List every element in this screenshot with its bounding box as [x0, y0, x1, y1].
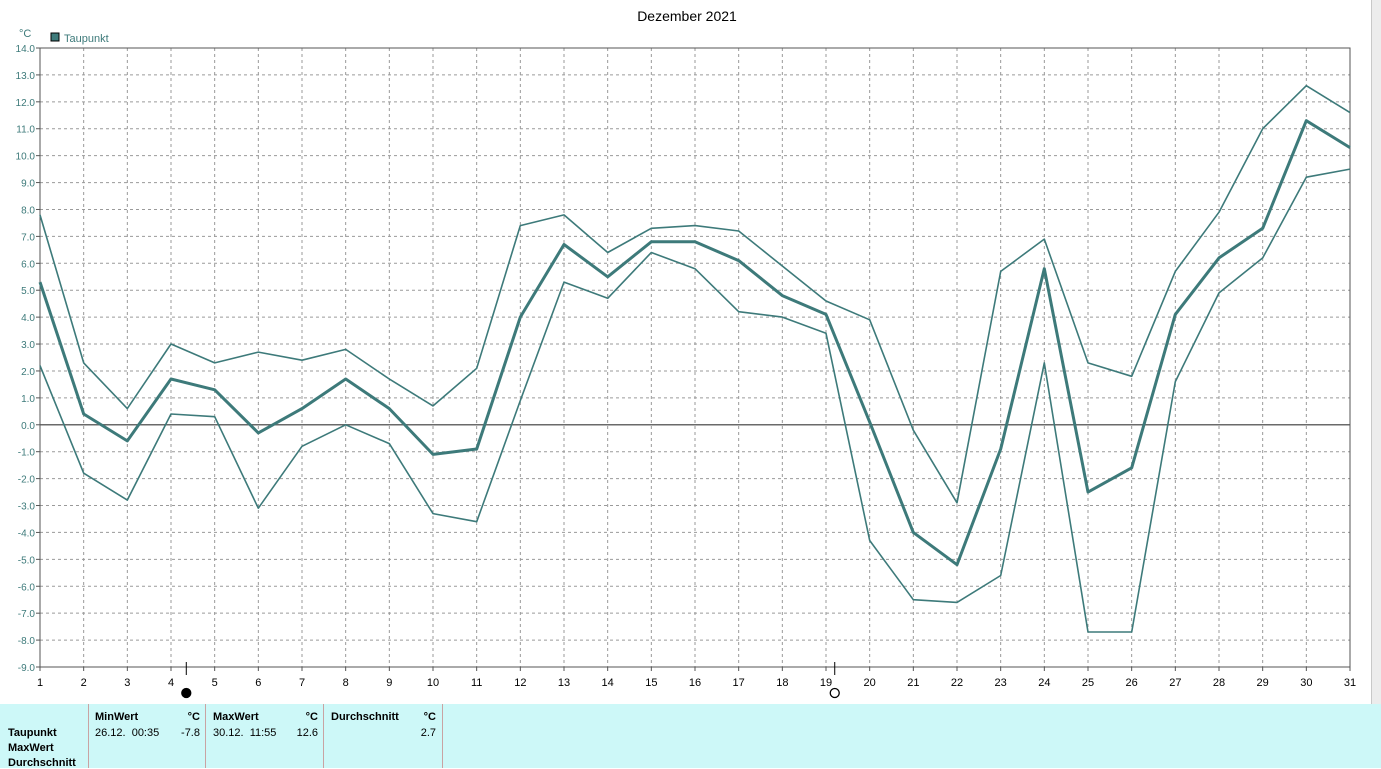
- x-tick-label: 20: [864, 677, 876, 689]
- x-tick-label: 17: [733, 677, 745, 689]
- y-tick-label: 12.0: [16, 98, 36, 109]
- stats-unit-maxwert: °C: [305, 711, 318, 723]
- x-tick-label: 3: [124, 677, 130, 689]
- dew-point-chart: Dezember 2021 °C Taupunkt -9.0 -8.0 -7.0 -6…: [16, 8, 1356, 699]
- y-tick-label: 1.0: [21, 394, 35, 405]
- x-tick-label: 18: [776, 677, 788, 689]
- y-tick-label: 9.0: [21, 179, 35, 190]
- stats-value-durchschnitt: 2.7: [420, 727, 436, 739]
- y-tick-label: 3.0: [21, 340, 35, 351]
- x-tick-label: 4: [168, 677, 174, 689]
- x-tick-label: 31: [1344, 677, 1356, 689]
- x-tick-labels: 1 2 3 4 5 6 7 8 9 10 11 12 13 14 15 16 17 18 19 20 21 22 23 24 2…: [37, 677, 1356, 689]
- stats-unit-durchschnitt: °C: [423, 711, 436, 723]
- series-line-taupunkt: [38, 119, 1351, 567]
- y-tick-label: -4.0: [18, 528, 36, 539]
- stats-col-durchschnitt: Durchschnitt °C 2.7: [323, 704, 443, 768]
- series-line-max: [39, 84, 1351, 504]
- x-tick-label: 12: [514, 677, 526, 689]
- stats-col-minwert: MinWert °C 26.12. 00:35 -7.8: [88, 704, 206, 768]
- stats-col-maxwert: MaxWert °C 30.12. 11:55 12.6: [205, 704, 324, 768]
- stats-value-maxwert: 12.6: [296, 727, 318, 739]
- x-tick-label: 10: [427, 677, 439, 689]
- y-tick-label: 13.0: [16, 71, 36, 82]
- stats-row-label-maxwert: MaxWert: [8, 742, 54, 754]
- stats-row-label-taupunkt: Taupunkt: [8, 727, 57, 739]
- y-tick-label: 7.0: [21, 232, 35, 243]
- stats-header-minwert: MinWert: [95, 711, 139, 723]
- y-tick-label: -1.0: [18, 448, 36, 459]
- x-tick-label: 22: [951, 677, 963, 689]
- x-tick-label: 5: [212, 677, 218, 689]
- x-tick-label: 29: [1257, 677, 1269, 689]
- y-tick-label: 5.0: [21, 286, 35, 297]
- x-tick-label: 11: [471, 677, 482, 689]
- y-tick-label: -2.0: [18, 475, 36, 486]
- x-tick-label: 13: [558, 677, 570, 689]
- x-tick-label: 21: [907, 677, 919, 689]
- x-tick-label: 6: [255, 677, 261, 689]
- y-tick-label: -6.0: [18, 582, 36, 593]
- stats-unit-minwert: °C: [187, 711, 200, 723]
- stats-row-label-durchschnitt: Durchschnitt: [8, 757, 76, 769]
- plot-frame: [39, 47, 1351, 668]
- x-tick-label: 2: [81, 677, 87, 689]
- new-moon-icon: [181, 687, 192, 699]
- y-tick-label: 14.0: [16, 44, 36, 55]
- stats-datetime-maxwert: 30.12. 11:55: [213, 727, 277, 739]
- y-tick-label: -7.0: [18, 609, 36, 620]
- x-tick-label: 19: [820, 677, 832, 689]
- y-axis-unit: °C: [19, 28, 31, 40]
- stats-row-labels: Taupunkt MaxWert Durchschnitt: [0, 704, 90, 769]
- moon-phase-markers: [181, 662, 840, 699]
- grid: [36, 47, 1351, 671]
- statistics-panel: Taupunkt MaxWert Durchschnitt MinWert °C…: [0, 704, 1381, 769]
- x-tick-label: 28: [1213, 677, 1225, 689]
- x-tick-label: 9: [386, 677, 392, 689]
- x-tick-label: 23: [995, 677, 1007, 689]
- chart-title: Dezember 2021: [637, 8, 737, 24]
- y-tick-label: 4.0: [21, 313, 35, 324]
- x-tick-label: 30: [1300, 677, 1312, 689]
- stats-value-minwert: -7.8: [181, 727, 200, 739]
- x-tick-label: 24: [1038, 677, 1050, 689]
- x-tick-label: 1: [37, 677, 43, 689]
- stats-header-maxwert: MaxWert: [213, 711, 259, 723]
- x-tick-label: 25: [1082, 677, 1094, 689]
- y-tick-label: 0.0: [21, 421, 35, 432]
- y-tick-label: 6.0: [21, 259, 35, 270]
- y-tick-label: 2.0: [21, 367, 35, 378]
- stats-header-durchschnitt: Durchschnitt: [331, 711, 399, 723]
- x-tick-label: 27: [1169, 677, 1181, 689]
- full-moon-icon: [829, 687, 840, 699]
- window-edge: [1371, 0, 1381, 704]
- y-tick-label: 11.0: [16, 125, 35, 136]
- x-tick-label: 14: [602, 677, 614, 689]
- y-tick-label: -9.0: [18, 663, 36, 674]
- x-tick-label: 26: [1126, 677, 1138, 689]
- y-tick-label: 10.0: [16, 152, 36, 163]
- x-tick-label: 8: [343, 677, 349, 689]
- legend-swatch: [50, 32, 60, 42]
- x-tick-label: 15: [645, 677, 657, 689]
- series-layer: [38, 84, 1351, 633]
- x-tick-label: 7: [299, 677, 305, 689]
- series-line-min: [39, 168, 1351, 633]
- y-tick-label: -3.0: [18, 502, 36, 513]
- y-tick-label: 8.0: [21, 205, 35, 216]
- y-tick-label: -5.0: [18, 555, 36, 566]
- legend-label: Taupunkt: [64, 33, 109, 45]
- x-tick-label: 16: [689, 677, 701, 689]
- y-tick-labels: -9.0 -8.0 -7.0 -6.0 -5.0 -4.0 -3.0 -2.0 -1.0 0.0 1…: [16, 44, 36, 674]
- stats-datetime-minwert: 26.12. 00:35: [95, 727, 160, 739]
- y-tick-label: -8.0: [18, 636, 36, 647]
